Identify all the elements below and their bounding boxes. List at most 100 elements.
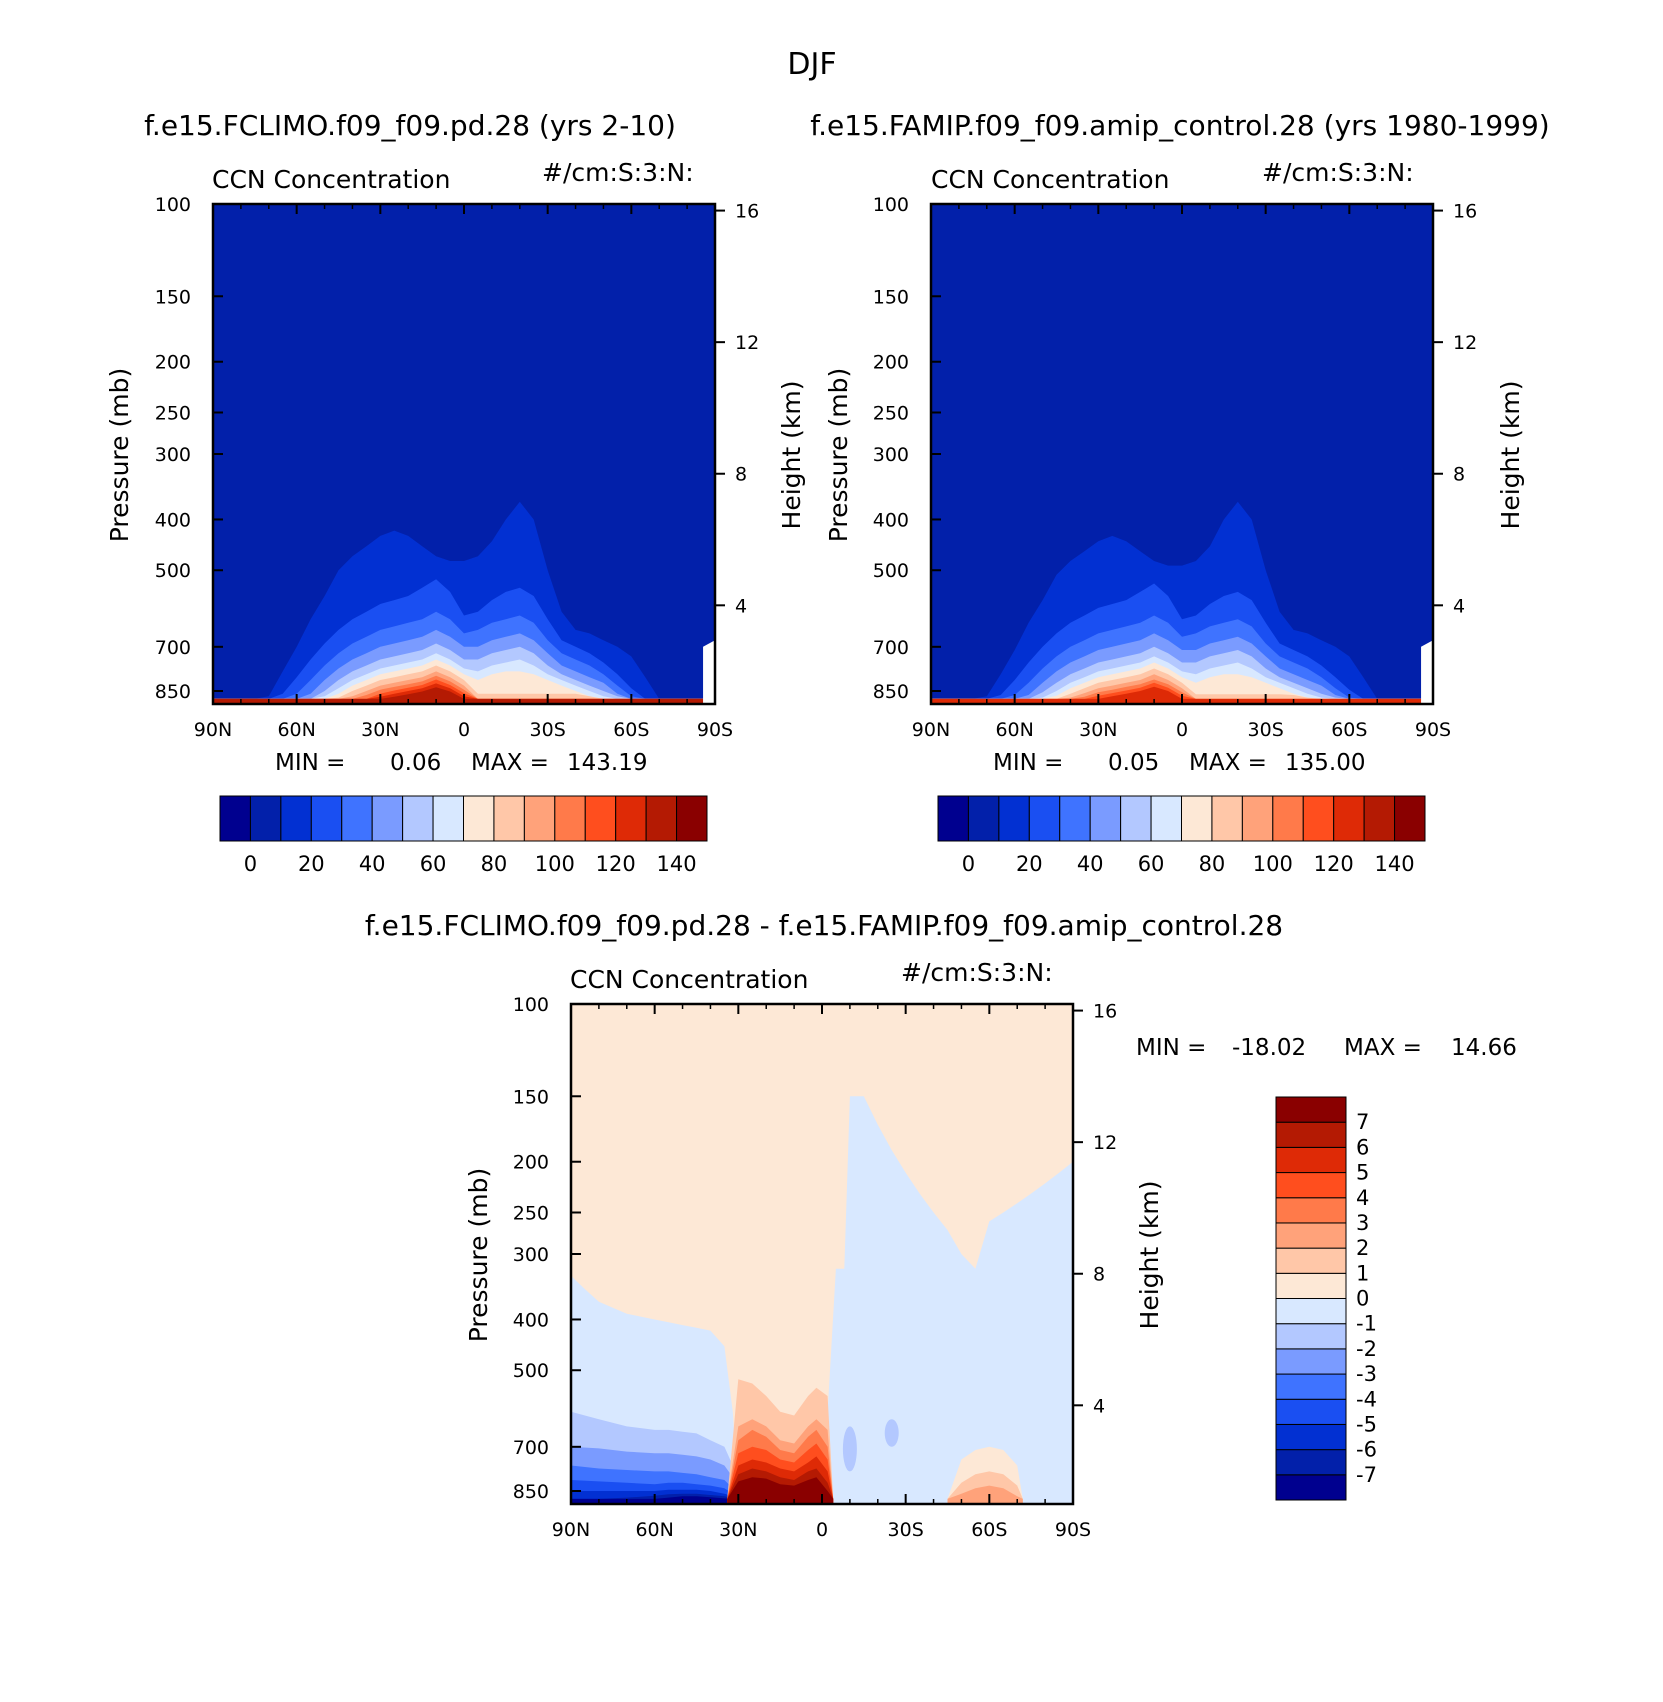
diff-colorbar-label: 4 — [1356, 1186, 1369, 1210]
left-colorbar-box — [554, 795, 586, 842]
diff-panel-title: f.e15.FCLIMO.f09_f09.pd.28 - f.e15.FAMIP… — [365, 909, 1283, 942]
right-x-tick-label: 30N — [1079, 719, 1117, 741]
right-contour-band — [931, 674, 1433, 704]
diff-x-tick-label: 90N — [552, 1519, 590, 1541]
diff-colorbar-box — [1275, 1348, 1347, 1375]
left-y-axis-label: Pressure (mb) — [105, 368, 134, 542]
left-axes: 90N 60N 30N 0 30S 60S 90S 100 150 200 250 300 400 500… — [155, 194, 759, 741]
diff-colorbar-box — [1275, 1172, 1347, 1199]
left-colorbar-label: 40 — [359, 852, 386, 876]
right-colorbar-label: 80 — [1199, 852, 1226, 876]
diff-x-tick-label: 90S — [1055, 1519, 1091, 1541]
left-y-tick-label: 850 — [155, 681, 191, 703]
diff-colorbar-box — [1275, 1398, 1347, 1425]
right-min-value: 0.05 — [1108, 750, 1159, 776]
left-colorbar-box — [280, 795, 312, 842]
diff-right-axis-label: Height (km) — [1135, 1181, 1164, 1330]
left-colorbar-box — [523, 795, 556, 842]
right-colorbar-box — [1089, 795, 1122, 842]
right-colorbar-box — [1272, 795, 1304, 842]
diff-x-tick-label: 60N — [635, 1519, 673, 1541]
right-x-tick-label: 30S — [1248, 719, 1284, 741]
right-colorbar-box — [1028, 795, 1061, 842]
right-colorbar-label: 0 — [962, 852, 975, 876]
right-colorbar-box — [1059, 795, 1091, 842]
left-y-tick-label: 100 — [155, 194, 191, 216]
right-y-tick-label: 200 — [873, 352, 909, 374]
right-panel-title: f.e15.FAMIP.f09_f09.amip_control.28 (yrs… — [810, 109, 1549, 142]
diff-x-tick-label: 30S — [888, 1519, 924, 1541]
left-x-tick-label: 90S — [697, 719, 733, 741]
right-y-tick-label: 700 — [873, 637, 909, 659]
diff-colorbar-box — [1275, 1146, 1347, 1174]
right-colorbar-label: 60 — [1138, 852, 1165, 876]
left-y-tick-label: 200 — [155, 352, 191, 374]
right-variable-label: CCN Concentration — [931, 165, 1169, 194]
right-right-axis-label: Height (km) — [1496, 381, 1525, 530]
left-contour-plot — [213, 204, 715, 704]
diff-x-tick-label: 30N — [719, 1519, 757, 1541]
left-colorbar-label: 80 — [481, 852, 508, 876]
right-y-tick-label: 300 — [873, 444, 909, 466]
right-x-tick-label: 90N — [912, 719, 950, 741]
right-colorbar-box — [1302, 795, 1335, 842]
right-colorbar-box — [1394, 795, 1426, 842]
left-colorbar-label: 120 — [596, 852, 636, 876]
left-panel-title: f.e15.FCLIMO.f09_f09.pd.28 (yrs 2-10) — [144, 109, 676, 142]
diff-colorbar-box — [1275, 1247, 1347, 1274]
right-x-tick-label: 0 — [1176, 719, 1188, 741]
left-colorbar-box — [676, 795, 708, 842]
diff-colorbar-label: -1 — [1356, 1312, 1377, 1336]
left-colorbar-box — [493, 795, 525, 842]
diff-colorbar-label: 2 — [1356, 1236, 1369, 1260]
right-y-tick-label: 850 — [873, 681, 909, 703]
diff-y-tick-label: 150 — [513, 1086, 549, 1108]
diff-axes: 90N 60N 30N 0 30S 60S 90S 100 150 200 250 300 400 500… — [513, 994, 1117, 1541]
left-colorbar-label: 60 — [420, 852, 447, 876]
left-x-tick-label: 0 — [458, 719, 470, 741]
diff-y-tick-label: 700 — [513, 1437, 549, 1459]
right-colorbar-label: 120 — [1314, 852, 1354, 876]
right-contour-band — [931, 668, 1433, 704]
left-colorbar-box — [402, 795, 434, 842]
diff-colorbar-label: -3 — [1356, 1362, 1377, 1386]
left-min-label: MIN = — [275, 750, 345, 776]
right-x-tick-label: 60N — [995, 719, 1033, 741]
right-colorbar-box — [1241, 795, 1274, 842]
left-colorbar-box — [249, 795, 282, 842]
right-y-tick-label: 150 — [873, 286, 909, 308]
left-right-tick-label: 8 — [735, 464, 747, 486]
diff-y-tick-label: 300 — [513, 1244, 549, 1266]
left-colorbar-label: 20 — [298, 852, 325, 876]
right-colorbar: 0 20 40 60 80 100 120 140 — [937, 795, 1426, 876]
diff-colorbar-label: -4 — [1356, 1387, 1377, 1411]
right-colorbar-label: 140 — [1375, 852, 1415, 876]
diff-colorbar-box — [1275, 1323, 1347, 1350]
diff-right-tick-label: 12 — [1093, 1132, 1117, 1154]
diff-negative-streak — [884, 1419, 899, 1447]
right-colorbar-box — [967, 795, 1000, 842]
left-colorbar-label: 140 — [657, 852, 697, 876]
left-colorbar-box — [219, 795, 251, 842]
diff-max-value: 14.66 — [1451, 1035, 1517, 1061]
diff-colorbar-box — [1275, 1272, 1347, 1299]
diff-negative-region — [571, 1096, 1073, 1504]
left-max-value: 143.19 — [567, 750, 647, 776]
diff-colorbar-box — [1275, 1298, 1347, 1325]
diff-colorbar-box — [1275, 1449, 1347, 1476]
right-contour-band — [931, 686, 1433, 704]
diff-contour-plot — [571, 1004, 1073, 1504]
left-units-label: #/cm:S:3:N: — [542, 158, 694, 187]
left-contour-band — [213, 675, 715, 704]
diff-variable-label: CCN Concentration — [570, 965, 808, 994]
right-x-tick-label: 90S — [1415, 719, 1451, 741]
left-y-tick-label: 500 — [155, 560, 191, 582]
diff-colorbar-box — [1275, 1096, 1347, 1123]
left-y-tick-label: 400 — [155, 509, 191, 531]
right-colorbar-label: 100 — [1253, 852, 1293, 876]
left-variable-label: CCN Concentration — [212, 165, 450, 194]
right-right-tick-label: 16 — [1453, 201, 1477, 223]
left-y-tick-label: 150 — [155, 286, 191, 308]
right-y-tick-label: 100 — [873, 194, 909, 216]
